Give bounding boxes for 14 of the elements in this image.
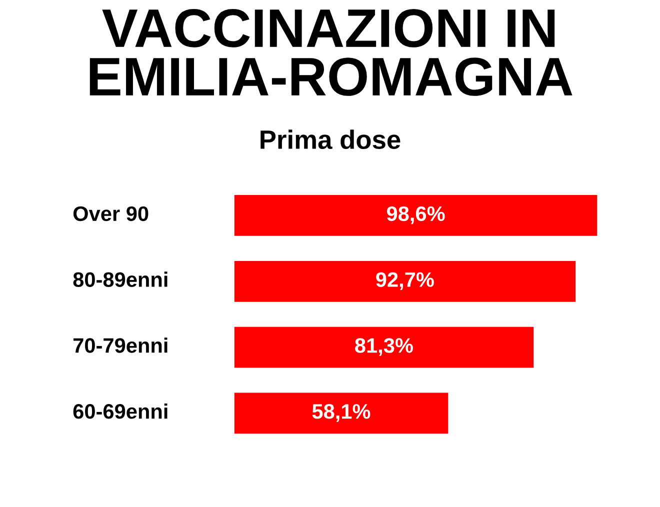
data-label: 92,7%	[376, 272, 434, 290]
data-label: 81,3%	[355, 338, 413, 356]
y-tick-label: 70-79enni	[73, 338, 168, 353]
y-tick-label: Over 90	[73, 206, 148, 222]
y-tick-label: 80-89enni	[73, 272, 168, 287]
data-label: 58,1%	[312, 404, 370, 422]
y-tick-label: 60-69enni	[73, 403, 168, 419]
bar	[234, 260, 576, 302]
chart-title: VACCINAZIONI IN EMILIA-ROMAGNA	[90, 9, 572, 96]
bar	[234, 326, 534, 368]
data-label: 98,6%	[386, 206, 445, 224]
chart-subtitle: Prima dose	[260, 130, 400, 150]
bar	[234, 195, 598, 236]
bar	[234, 392, 448, 434]
